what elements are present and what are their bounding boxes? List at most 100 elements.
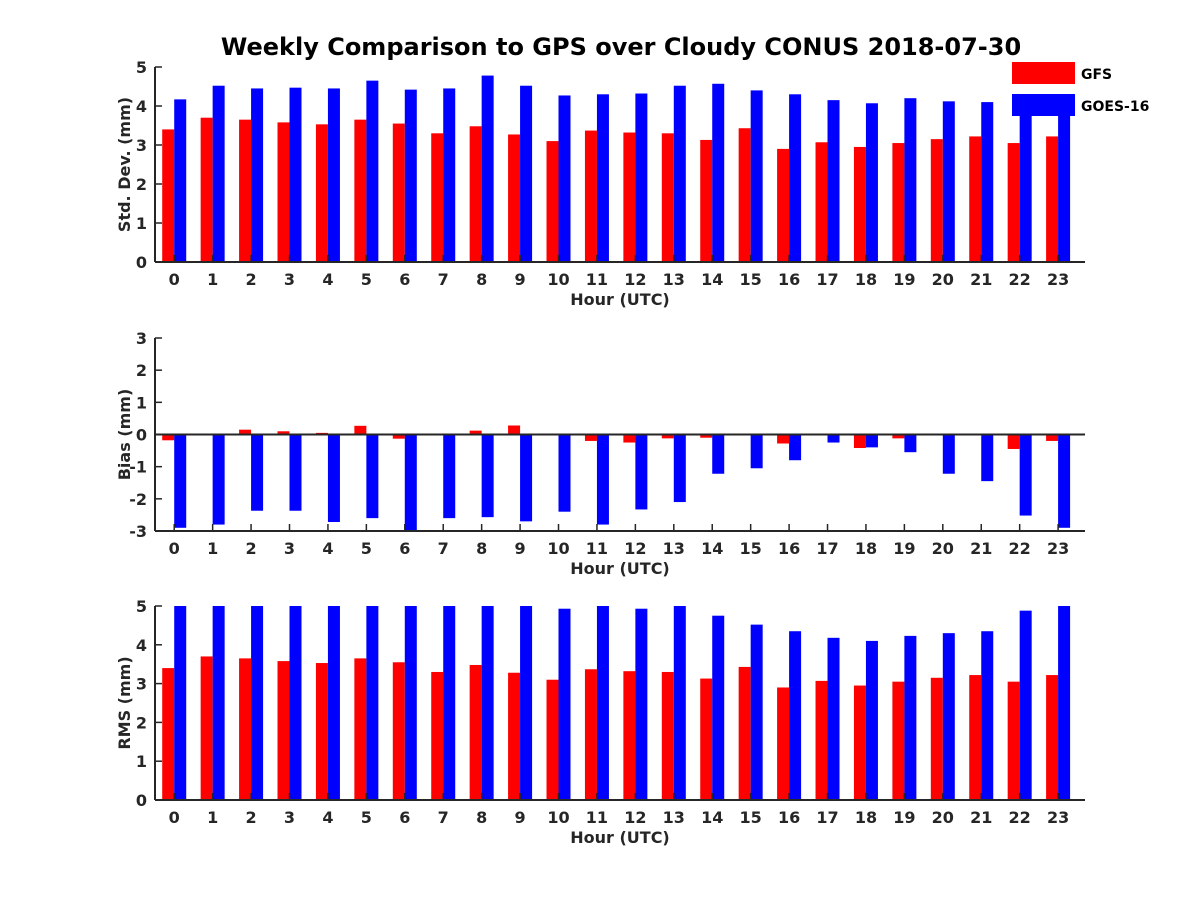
x-tick-label: 19 [893,539,915,558]
x-tick-label: 19 [893,270,915,289]
x-tick-label: 7 [438,808,449,827]
x-tick-label: 5 [361,539,372,558]
bar-gfs-1 [200,117,213,262]
bar-goes-16-4 [327,88,340,262]
bar-goes-16-14 [712,434,725,474]
bar-goes-16-12 [635,434,648,510]
bar-goes-16-1 [212,434,225,525]
bar-gfs-16 [777,148,790,262]
bar-goes-16-15 [750,624,763,800]
bar-goes-16-0 [174,434,187,528]
x-tick-label: 10 [547,539,569,558]
x-tick-label: 6 [399,270,410,289]
bar-goes-16-19 [904,98,917,262]
bar-goes-16-0 [174,606,187,800]
bar-gfs-5 [354,119,367,263]
bar-goes-16-6 [404,434,417,531]
x-tick-label: 5 [361,808,372,827]
bar-gfs-13 [661,434,674,439]
bar-goes-16-14 [712,83,725,263]
series-goes-16 [174,75,1071,263]
legend-label-gfs: GFS [1081,67,1112,83]
y-tick-label: 5 [136,597,147,616]
x-tick-label: 1 [207,808,218,827]
bar-goes-16-19 [904,635,917,800]
bar-gfs-0 [162,668,175,800]
bar-gfs-16 [777,687,790,800]
bar-goes-16-22 [1019,434,1032,516]
bar-gfs-20 [930,139,943,262]
legend-swatch-gfs [1012,62,1075,84]
bar-gfs-19 [892,434,905,439]
x-tick-label: 17 [816,808,838,827]
bar-gfs-23 [1046,434,1059,441]
bar-gfs-17 [815,680,828,800]
x-tick-label: 15 [740,270,762,289]
bar-gfs-0 [162,434,175,441]
bar-gfs-8 [469,126,482,262]
bar-gfs-23 [1046,675,1059,800]
bar-goes-16-13 [673,85,686,262]
x-tick-label: 7 [438,270,449,289]
bar-goes-16-8 [481,75,494,262]
x-axis-label: Hour (UTC) [570,559,670,578]
x-tick-label: 15 [740,808,762,827]
bar-gfs-16 [777,434,790,444]
bar-goes-16-10 [558,434,571,512]
bar-goes-16-4 [327,606,340,800]
x-tick-label: 5 [361,270,372,289]
bar-goes-16-16 [789,94,802,262]
x-tick-label: 11 [586,808,608,827]
bar-gfs-21 [969,136,982,262]
series-goes-16 [174,434,1071,531]
bar-goes-16-0 [174,99,187,263]
bar-gfs-14 [700,678,713,800]
bar-goes-16-23 [1058,106,1071,262]
bar-gfs-19 [892,143,905,262]
bar-goes-16-9 [520,434,533,522]
x-tick-label: 21 [970,270,992,289]
bar-gfs-23 [1046,136,1059,262]
x-tick-label: 13 [663,539,685,558]
x-tick-label: 18 [855,270,877,289]
x-tick-label: 20 [932,270,954,289]
bar-goes-16-5 [366,80,379,263]
legend-label-goes-16: GOES-16 [1081,99,1149,115]
bar-goes-16-16 [789,434,802,461]
bar-gfs-6 [392,123,405,262]
bar-goes-16-7 [443,88,456,262]
bar-gfs-17 [815,142,828,262]
bar-gfs-22 [1007,681,1020,800]
bar-goes-16-11 [596,606,609,800]
y-tick-label: -2 [129,490,147,509]
bar-goes-16-8 [481,606,494,800]
x-tick-label: 14 [701,808,723,827]
bar-gfs-18 [853,685,866,800]
bar-goes-16-3 [289,606,302,800]
bar-gfs-12 [623,132,636,262]
x-axis-label: Hour (UTC) [570,828,670,847]
bar-gfs-14 [700,139,713,262]
bar-gfs-1 [200,656,213,800]
x-tick-label: 14 [701,539,723,558]
bar-gfs-2 [239,658,252,800]
bar-gfs-22 [1007,434,1020,449]
bar-gfs-19 [892,681,905,800]
bar-goes-16-10 [558,608,571,800]
bar-gfs-10 [546,141,559,262]
bar-goes-16-5 [366,606,379,800]
y-tick-label: 2 [136,361,147,380]
y-tick-label: 1 [136,214,147,233]
bar-goes-16-5 [366,434,379,519]
bar-goes-16-18 [865,434,878,448]
x-tick-label: 13 [663,270,685,289]
bar-gfs-0 [162,129,175,262]
x-tick-label: 6 [399,539,410,558]
x-tick-label: 11 [586,539,608,558]
bar-goes-16-16 [789,631,802,800]
bar-gfs-13 [661,671,674,800]
x-tick-label: 6 [399,808,410,827]
